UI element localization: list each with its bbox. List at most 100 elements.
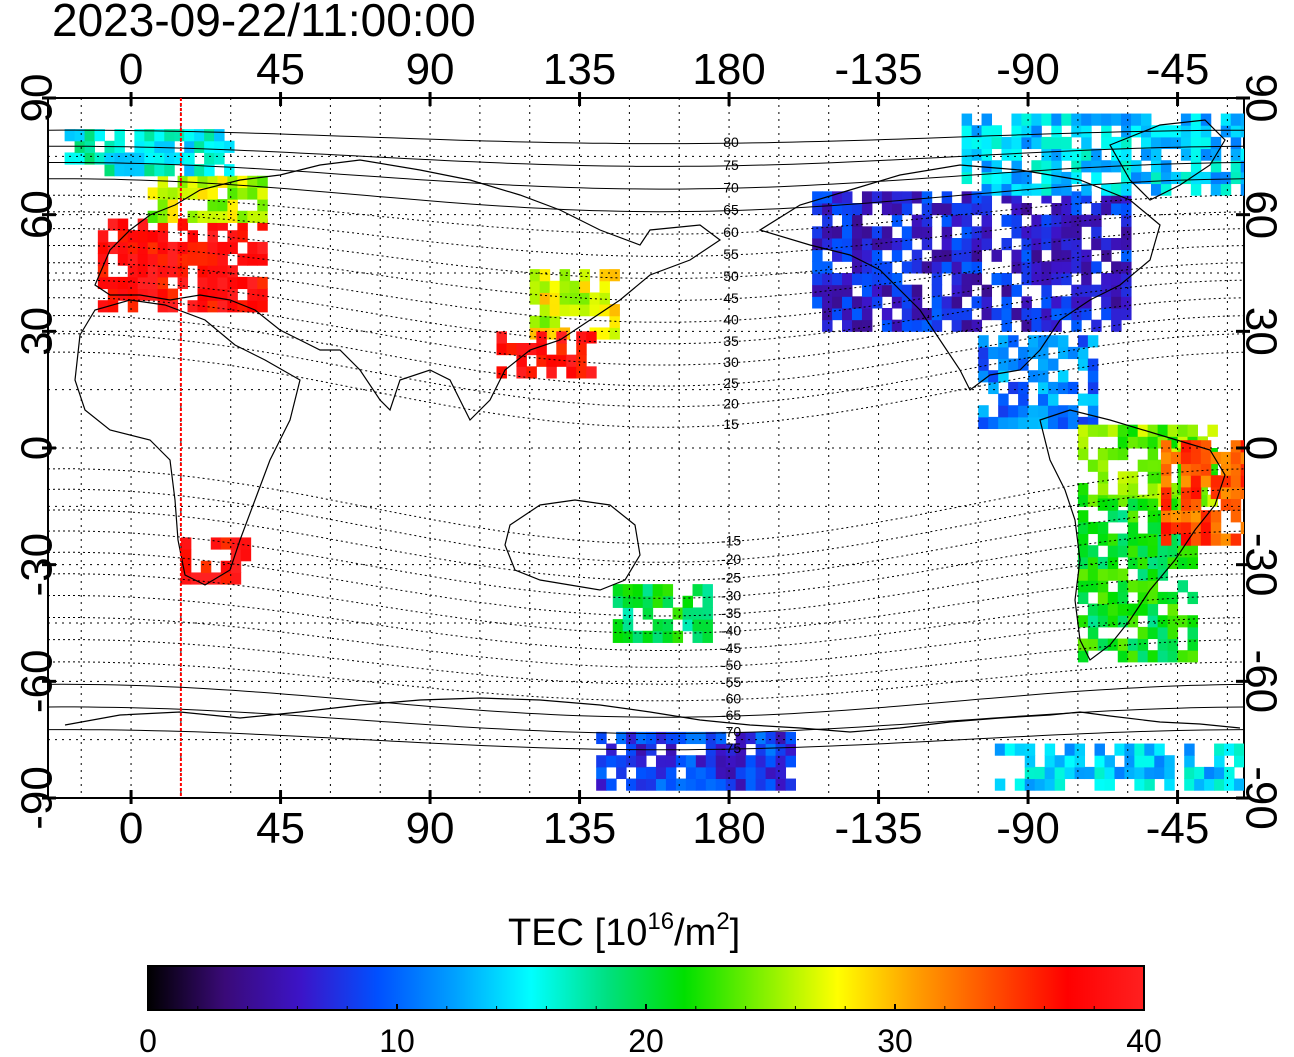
tec-cell <box>861 238 873 251</box>
lat-label-right: -90 <box>1237 766 1286 830</box>
tec-cell <box>981 284 993 297</box>
tec-cell <box>64 152 76 165</box>
tec-cell <box>1107 448 1119 461</box>
tec-cell <box>961 308 973 321</box>
magnetic-contour <box>48 333 1244 408</box>
tec-cell <box>1167 603 1179 616</box>
lat-label-left: 90 <box>12 74 61 123</box>
tec-cell <box>612 619 624 632</box>
magnetic-contour <box>48 639 1244 685</box>
tec-cell <box>97 276 109 290</box>
tec-cell <box>1111 261 1122 274</box>
tec-cell <box>981 203 993 216</box>
tec-cell <box>1101 183 1112 196</box>
tec-cell <box>1001 284 1012 297</box>
tec-cell <box>1137 650 1149 663</box>
magnetic-latitude-label: -65 <box>721 707 741 723</box>
tec-cell <box>1190 498 1202 511</box>
tec-cell <box>1180 486 1192 500</box>
tec-cell <box>606 755 617 768</box>
tec-cell <box>891 249 903 262</box>
colorbar-title: TEC [1016/m2] <box>508 908 740 954</box>
tec-cell <box>1081 273 1092 286</box>
tec-cell <box>1147 568 1159 581</box>
tec-cell <box>1011 308 1022 321</box>
tec-cell <box>559 280 571 293</box>
tec-cell <box>1234 755 1244 768</box>
tec-cell <box>167 210 179 223</box>
tec-cell <box>576 354 587 367</box>
tec-cell <box>702 584 713 597</box>
tec-cell <box>1144 766 1155 780</box>
tec-cell <box>1127 521 1139 535</box>
tec-cell <box>622 607 634 620</box>
tec-cell <box>655 766 667 780</box>
tec-cell <box>1137 626 1149 640</box>
tec-cell <box>1001 319 1012 332</box>
tec-cell <box>1124 766 1135 780</box>
tec-cell <box>971 296 983 309</box>
tec-cell <box>1121 296 1132 309</box>
tec-cell <box>1021 171 1032 185</box>
tec-cell <box>1117 448 1129 461</box>
tec-cell <box>1230 498 1242 511</box>
tec-cell <box>1111 191 1122 204</box>
tec-cell <box>735 755 747 768</box>
tec-cell <box>1147 545 1159 558</box>
tec-cell <box>566 366 577 379</box>
tec-cell <box>144 129 155 142</box>
tec-cell <box>1008 416 1019 430</box>
tec-cell <box>1200 148 1212 161</box>
tec-cell <box>715 778 727 791</box>
tec-cell <box>988 381 999 395</box>
tec-cell <box>1067 346 1079 360</box>
tec-cell <box>237 175 248 188</box>
tec-cell <box>951 249 963 262</box>
tec-cell <box>822 226 833 239</box>
tec-cell <box>785 755 796 768</box>
tec-cell <box>822 273 833 286</box>
tec-cell <box>961 113 973 126</box>
tec-cell <box>832 308 843 321</box>
tec-cell <box>1031 273 1042 286</box>
tec-cell <box>978 358 989 371</box>
tec-cell <box>1170 451 1182 465</box>
tec-cell <box>1134 743 1145 756</box>
tec-cell <box>662 630 674 643</box>
tec-cell <box>1240 451 1244 465</box>
tec-cell <box>1224 766 1235 780</box>
tec-cell <box>1160 521 1172 535</box>
tec-cell <box>636 731 647 745</box>
tec-cell <box>921 319 933 332</box>
tec-cell <box>1157 638 1169 651</box>
tec-cell <box>1091 160 1102 173</box>
tec-cell <box>1124 743 1135 756</box>
colorbar-gradient <box>147 965 1145 1011</box>
tec-cell <box>1210 510 1222 523</box>
tec-cell <box>672 607 684 620</box>
tec-cell <box>1144 778 1155 791</box>
tec-cell <box>1197 483 1208 496</box>
tec-cell <box>1028 416 1039 430</box>
tec-cell <box>117 241 129 255</box>
lat-label-right: 0 <box>1237 436 1286 460</box>
tec-cell <box>207 241 218 255</box>
tec-cell <box>1018 405 1029 418</box>
tec-cell <box>1240 463 1244 476</box>
tec-cell <box>1071 261 1082 274</box>
tec-cell <box>1204 778 1215 791</box>
tec-cell <box>257 276 268 290</box>
tec-cell <box>1137 556 1149 570</box>
tec-cell <box>1034 766 1046 780</box>
tec-cell <box>951 261 963 274</box>
tec-cell <box>1001 308 1012 321</box>
tec-cell <box>1077 424 1089 437</box>
tec-cell <box>632 584 644 597</box>
tec-cell <box>247 210 258 223</box>
magnetic-contour <box>48 573 1244 634</box>
tec-cell <box>1051 214 1062 227</box>
tec-cell <box>1164 778 1175 791</box>
tec-cell <box>157 199 169 212</box>
tec-cell <box>1117 436 1129 449</box>
magnetic-latitude-label: 40 <box>723 311 739 327</box>
